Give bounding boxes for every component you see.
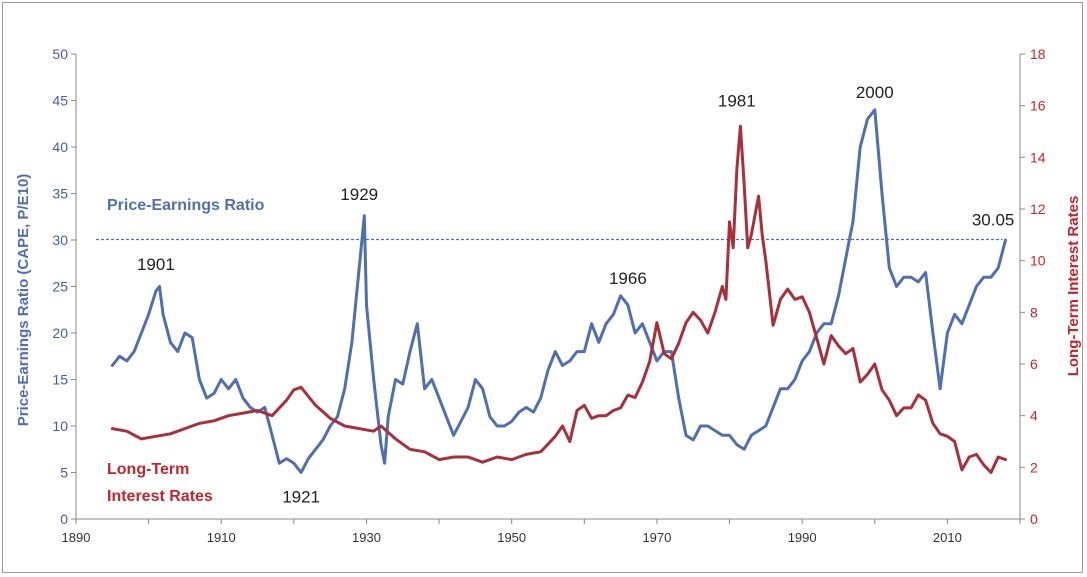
annotations: 1901 1921 1929 1966 1981 2000 30.05 — [137, 83, 1014, 507]
x-tick-label: 1950 — [497, 530, 526, 545]
series-line-pe-ratio — [110, 108, 1007, 474]
x-tick-label: 1890 — [62, 530, 91, 545]
y-tick-label-right: 10 — [1030, 253, 1046, 269]
series-lines — [110, 108, 1007, 474]
y-tick-label-left: 0 — [60, 511, 68, 527]
axes — [71, 53, 1025, 524]
y-tick-label-left: 40 — [52, 139, 68, 155]
y-tick-label-left: 45 — [52, 93, 68, 109]
legend-pe-label: Price-Earnings Ratio — [107, 197, 265, 214]
y-tick-label-right: 12 — [1030, 201, 1046, 217]
y-tick-label-left: 15 — [52, 372, 68, 388]
y-tick-label-right: 4 — [1030, 408, 1038, 424]
legend-rates-label-line1: Long-Term — [107, 461, 189, 478]
y-tick-label-left: 30 — [52, 232, 68, 248]
annotation-label: 1966 — [609, 269, 647, 288]
x-tick-label: 2010 — [933, 530, 962, 545]
y-tick-label-left: 5 — [60, 465, 68, 481]
annotation-label: 2000 — [856, 83, 894, 102]
series-line-interest-rates — [110, 124, 1007, 474]
y-tick-label-left: 10 — [52, 418, 68, 434]
y-tick-label-right: 6 — [1030, 356, 1038, 372]
annotation-label: 1921 — [282, 488, 320, 507]
y-tick-label-right: 2 — [1030, 459, 1038, 475]
y-tick-label-right: 0 — [1030, 511, 1038, 527]
tick-labels: 0 5 10 15 20 25 30 35 40 45 50 0 2 4 6 8 10 12 14 16 18 1890 1… — [52, 46, 1045, 545]
x-tick-label: 1910 — [207, 530, 236, 545]
y-tick-label-right: 8 — [1030, 304, 1038, 320]
legend-rates-label-line2: Interest Rates — [107, 488, 213, 505]
x-tick-label: 1990 — [788, 530, 817, 545]
x-tick-label: 1930 — [352, 530, 381, 545]
annotation-label: 30.05 — [972, 211, 1015, 230]
y-tick-label-right: 16 — [1030, 98, 1046, 114]
y-tick-label-left: 50 — [52, 46, 68, 62]
y-tick-label-right: 18 — [1030, 46, 1046, 62]
annotation-label: 1981 — [718, 92, 756, 111]
y-tick-label-right: 14 — [1030, 149, 1046, 165]
y-axis-label-right: Long-Term Interest Rates — [1065, 196, 1082, 377]
y-axis-label-left: Price-Earnings Ratio (CAPE, P/E10) — [15, 174, 32, 427]
y-tick-label-left: 20 — [52, 325, 68, 341]
annotation-label: 1901 — [137, 255, 175, 274]
annotation-label: 1929 — [340, 185, 378, 204]
x-tick-label: 1970 — [642, 530, 671, 545]
y-tick-label-left: 25 — [52, 279, 68, 295]
y-tick-label-left: 35 — [52, 186, 68, 202]
